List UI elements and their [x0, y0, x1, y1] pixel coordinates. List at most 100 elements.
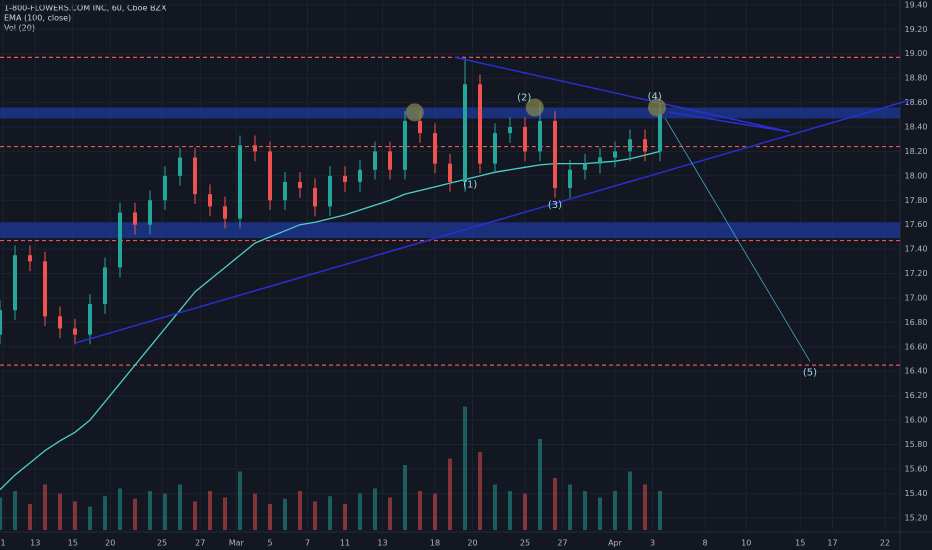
- volume-bar: [88, 506, 92, 530]
- x-tick-label: 10: [741, 539, 751, 548]
- volume-bar: [73, 501, 77, 530]
- pattern-circle: [648, 98, 666, 117]
- y-tick-label: 17.00: [905, 293, 928, 302]
- trend-line: [455, 56, 790, 133]
- wave-label: (1): [463, 179, 477, 190]
- y-tick-label: 15.20: [905, 513, 928, 522]
- x-tick-label: 3: [650, 539, 655, 548]
- x-tick-label: 7: [305, 539, 310, 548]
- volume-bar: [28, 504, 32, 530]
- candle-body: [343, 175, 347, 182]
- candle-body: [58, 316, 62, 329]
- candle-body: [433, 133, 437, 164]
- y-tick-label: 16.20: [905, 391, 928, 400]
- volume-bar: [0, 497, 2, 530]
- candle-body: [418, 120, 422, 134]
- volume-bar: [613, 491, 617, 530]
- volume-bar: [13, 491, 17, 530]
- volume-bar: [418, 491, 422, 530]
- candle-body: [373, 151, 377, 170]
- candle-body: [628, 139, 632, 152]
- volume-bar: [283, 498, 287, 530]
- volume-bar: [643, 484, 647, 530]
- volume-bar: [238, 471, 242, 530]
- candle-body: [0, 310, 2, 335]
- candle-body: [598, 157, 602, 164]
- candle-body: [223, 206, 227, 219]
- zone: [0, 107, 900, 119]
- volume-bar: [103, 496, 107, 530]
- volume-bar: [148, 491, 152, 530]
- volume-bar: [583, 491, 587, 530]
- candle-body: [448, 163, 452, 182]
- y-tick-label: 17.40: [905, 245, 928, 254]
- x-tick-label: 8: [702, 539, 707, 548]
- y-tick-label: 15.40: [905, 489, 928, 498]
- candle-body: [193, 157, 197, 195]
- candle-body: [148, 200, 152, 225]
- candle-body: [463, 84, 467, 182]
- volume-bar: [508, 491, 512, 530]
- wave-label: (2): [517, 93, 531, 104]
- y-tick-label: 17.20: [905, 269, 928, 278]
- wave-label: (3): [548, 200, 562, 211]
- y-tick-label: 16.00: [905, 416, 928, 425]
- candle-body: [523, 127, 527, 152]
- volume-bar: [223, 497, 227, 530]
- candle-body: [118, 212, 122, 268]
- candle-body: [268, 151, 272, 201]
- volume-bar: [373, 488, 377, 530]
- candle-body: [313, 188, 317, 207]
- target-line: [664, 118, 811, 362]
- candle-body: [133, 212, 137, 225]
- x-tick-label: 5: [267, 539, 272, 548]
- y-tick-label: 16.40: [905, 367, 928, 376]
- x-tick-label: 11: [340, 539, 350, 548]
- volume-bar: [163, 493, 167, 530]
- candle-body: [658, 114, 662, 152]
- trend-line: [669, 111, 790, 133]
- candle-body: [358, 169, 362, 182]
- volume-bar: [358, 493, 362, 530]
- volume-legend: Vol (20): [4, 24, 35, 33]
- y-tick-label: 19.00: [905, 49, 928, 58]
- volume-bar: [118, 488, 122, 530]
- x-tick-label: 27: [195, 539, 205, 548]
- trend-line: [74, 99, 910, 344]
- y-tick-label: 18.60: [905, 98, 928, 107]
- volume-bar: [208, 491, 212, 530]
- candle-body: [478, 84, 482, 164]
- candle-body: [613, 151, 617, 158]
- candle-body: [388, 151, 392, 170]
- candle-body: [178, 157, 182, 176]
- volume-bar: [178, 484, 182, 530]
- ema-legend: EMA (100, close): [4, 14, 71, 23]
- volume-bar: [478, 452, 482, 530]
- y-tick-label: 17.80: [905, 196, 928, 205]
- volume-bar: [253, 493, 257, 530]
- x-tick-label: 20: [105, 539, 115, 548]
- volume-bar: [328, 496, 332, 530]
- y-tick-label: 15.60: [905, 464, 928, 473]
- x-tick-label: 18: [430, 539, 440, 548]
- y-tick-label: 16.60: [905, 342, 928, 351]
- volume-bar: [448, 458, 452, 530]
- volume-bar: [298, 491, 302, 530]
- volume-bar: [598, 497, 602, 530]
- x-tick-label: Apr: [608, 539, 623, 548]
- y-tick-label: 18.80: [905, 74, 928, 83]
- candle-body: [163, 175, 167, 201]
- x-tick-label: 15: [795, 539, 805, 548]
- x-tick-label: 20: [467, 539, 477, 548]
- candle-body: [553, 120, 557, 189]
- candle-body: [73, 328, 77, 335]
- x-tick-label: 25: [157, 539, 167, 548]
- candle-body: [88, 304, 92, 335]
- pattern-circle: [405, 103, 424, 122]
- volume-bar: [133, 498, 137, 530]
- candle-body: [103, 267, 107, 305]
- candle-body: [328, 175, 332, 207]
- candle-body: [643, 139, 647, 152]
- candle-body: [43, 261, 47, 317]
- volume-bar: [388, 497, 392, 530]
